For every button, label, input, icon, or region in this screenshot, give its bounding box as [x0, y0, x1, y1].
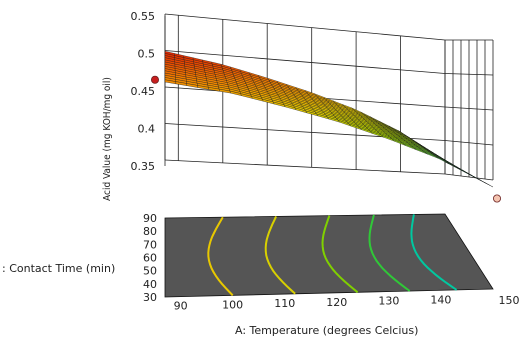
surface-facet	[478, 179, 494, 188]
z-tick-label: 70	[143, 238, 157, 251]
axis-tick-labels: 0.35 0.4 0.45 0.5 0.55 90 100 110 120 130 140 150 30…	[131, 10, 520, 313]
y-tick-label: 0.4	[138, 123, 156, 136]
z-tick-label: 60	[143, 252, 157, 265]
y-tick-label: 0.35	[131, 160, 156, 173]
response-surface	[164, 50, 494, 188]
back-wall-hgrid	[164, 13, 446, 41]
z-tick-label: 50	[143, 265, 157, 278]
axis-wall-grid	[164, 13, 494, 181]
floor-contour	[368, 214, 411, 292]
x-axis-label: A: Temperature (degrees Celcius)	[235, 324, 418, 337]
design-point	[492, 194, 501, 203]
z-tick-label: 30	[143, 291, 157, 304]
floor-contour	[410, 214, 458, 291]
back-wall-hgrid	[164, 50, 446, 74]
x-tick-label: 140	[430, 293, 451, 306]
y-axis-label: Acid Value (mg KOH/mg oil)	[102, 77, 113, 201]
x-tick-label: 90	[174, 300, 188, 313]
x-tick-label: 150	[499, 294, 520, 307]
z-axis-label: : Contact Time (min)	[2, 262, 115, 275]
y-tick-label: 0.55	[131, 10, 156, 23]
y-tick-label: 0.5	[138, 48, 156, 61]
design-points	[150, 75, 501, 203]
z-tick-label: 40	[143, 278, 157, 291]
z-tick-label: 90	[143, 212, 157, 225]
surface-facet	[435, 156, 450, 164]
x-tick-label: 100	[222, 298, 243, 311]
floor-panel	[164, 213, 494, 298]
x-tick-label: 120	[326, 296, 347, 309]
x-tick-label: 130	[378, 295, 399, 308]
z-tick-label: 80	[143, 225, 157, 238]
floor-contour	[207, 216, 234, 296]
back-wall-hgrid	[164, 159, 446, 175]
floor-contour	[264, 215, 296, 295]
contour-floor	[164, 213, 494, 298]
floor-contour	[321, 215, 359, 294]
x-tick-label: 110	[274, 297, 295, 310]
design-point	[150, 75, 159, 84]
y-tick-label: 0.45	[131, 85, 156, 98]
